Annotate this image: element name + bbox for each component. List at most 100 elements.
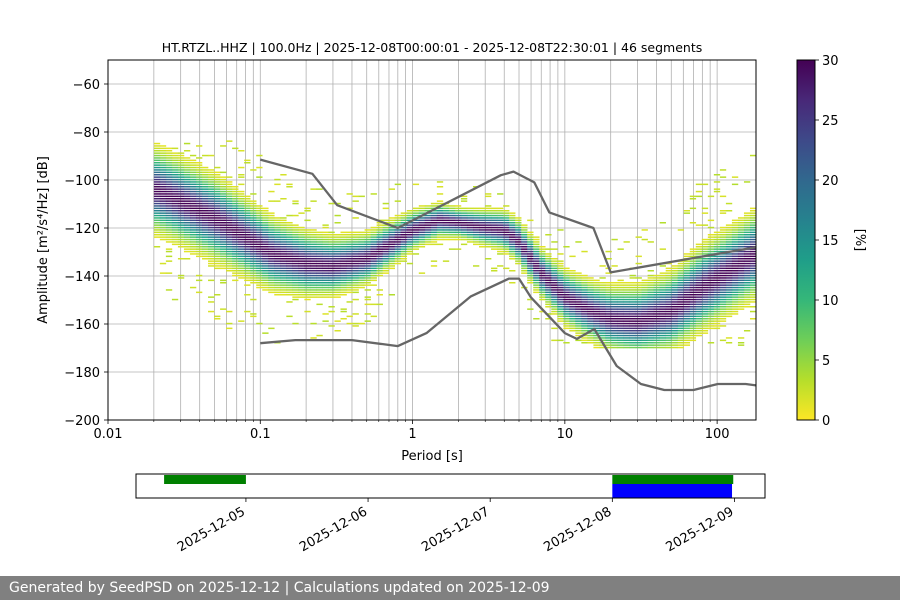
heatmap-cell — [641, 313, 648, 315]
heatmap-cell — [629, 325, 636, 327]
heatmap-cell — [749, 231, 756, 234]
heatmap-cell — [298, 248, 305, 250]
heatmap-cell — [262, 274, 269, 277]
heatmap-cell — [491, 214, 498, 217]
heatmap-cell — [569, 296, 576, 298]
heatmap-cell — [328, 231, 335, 234]
heatmap-cell — [208, 198, 215, 200]
heatmap-cell — [623, 289, 630, 291]
heatmap-cell — [208, 200, 215, 202]
heatmap-cell — [593, 320, 600, 322]
heatmap-cell — [466, 229, 474, 231]
heatmap-cell — [280, 284, 287, 286]
heatmap-cell — [611, 330, 618, 332]
heatmap-cell — [250, 169, 257, 171]
heatmap-cell — [400, 217, 408, 219]
heatmap-cell — [689, 310, 697, 313]
heatmap-cell — [208, 183, 215, 186]
heatmap-cell — [310, 236, 317, 238]
heatmap-cell — [665, 279, 672, 282]
heatmap-cell — [214, 171, 221, 174]
heatmap-cell — [310, 234, 317, 236]
heatmap-cell — [177, 162, 185, 164]
heatmap-cell — [731, 303, 739, 306]
heatmap-cell — [659, 265, 666, 267]
heatmap-cell — [743, 267, 751, 270]
heatmap-cell — [466, 210, 474, 212]
heatmap-cell — [202, 178, 209, 181]
heatmap-cell — [641, 308, 648, 310]
heatmap-cell — [635, 344, 642, 346]
heatmap-cell — [370, 253, 377, 255]
heatmap-cell — [743, 282, 751, 284]
heatmap-cell — [737, 270, 745, 272]
heatmap-cell — [665, 308, 672, 310]
heatmap-cell — [485, 241, 492, 243]
heatmap-cell — [412, 212, 420, 214]
heatmap-cell — [563, 279, 570, 282]
heatmap-cell — [713, 322, 721, 325]
heatmap-cell — [208, 243, 215, 246]
heatmap-cell — [334, 330, 341, 332]
heatmap-cell — [737, 258, 745, 260]
heatmap-cell — [641, 289, 648, 291]
heatmap-cell — [569, 298, 576, 301]
heatmap-cell — [466, 238, 474, 241]
heatmap-cell — [238, 214, 245, 217]
heatmap-cell — [165, 154, 173, 157]
heatmap-cell — [376, 248, 383, 250]
heatmap-cell — [310, 241, 317, 243]
heatmap-cell — [262, 241, 269, 243]
heatmap-cell — [208, 296, 215, 298]
heatmap-cell — [232, 236, 239, 238]
heatmap-cell — [719, 229, 727, 231]
heatmap-cell — [653, 294, 660, 296]
heatmap-cell — [635, 308, 642, 310]
heatmap-cell — [442, 214, 450, 217]
heatmap-cell — [743, 258, 751, 260]
heatmap-cell — [376, 224, 383, 226]
heatmap-cell — [226, 222, 233, 224]
heatmap-cell — [515, 258, 522, 260]
heatmap-cell — [599, 282, 606, 284]
heatmap-cell — [707, 301, 715, 303]
heatmap-cell — [153, 174, 161, 176]
heatmap-cell — [491, 217, 498, 219]
heatmap-cell — [587, 313, 594, 315]
heatmap-cell — [394, 238, 402, 241]
heatmap-cell — [743, 294, 751, 296]
heatmap-cell — [581, 313, 588, 315]
heatmap-cell — [701, 241, 709, 243]
heatmap-cell — [683, 282, 691, 284]
heatmap-cell — [701, 207, 709, 210]
heatmap-cell — [569, 322, 576, 325]
heatmap-cell — [497, 224, 504, 226]
heatmap-cell — [394, 258, 402, 260]
heatmap-cell — [364, 298, 371, 301]
heatmap-cell — [677, 332, 685, 334]
heatmap-cell — [238, 248, 245, 250]
heatmap-cell — [208, 246, 215, 248]
heatmap-cell — [641, 322, 648, 325]
heatmap-cell — [280, 265, 287, 267]
heatmap-cell — [238, 243, 245, 246]
heatmap-cell — [653, 298, 660, 301]
heatmap-cell — [521, 253, 528, 255]
heatmap-cell — [159, 190, 167, 193]
heatmap-cell — [575, 277, 582, 279]
heatmap-cell — [635, 291, 642, 294]
heatmap-cell — [183, 226, 191, 229]
heatmap-cell — [611, 315, 618, 318]
heatmap-cell — [701, 274, 709, 277]
heatmap-cell — [605, 301, 612, 303]
heatmap-cell — [611, 298, 618, 301]
heatmap-cell — [316, 243, 323, 246]
heatmap-cell — [605, 322, 612, 325]
heatmap-cell — [647, 334, 654, 337]
heatmap-cell — [388, 260, 395, 262]
heatmap-cell — [436, 217, 444, 219]
heatmap-cell — [683, 296, 691, 298]
heatmap-cell — [358, 250, 365, 253]
heatmap-cell — [653, 310, 660, 313]
heatmap-cell — [725, 282, 733, 284]
